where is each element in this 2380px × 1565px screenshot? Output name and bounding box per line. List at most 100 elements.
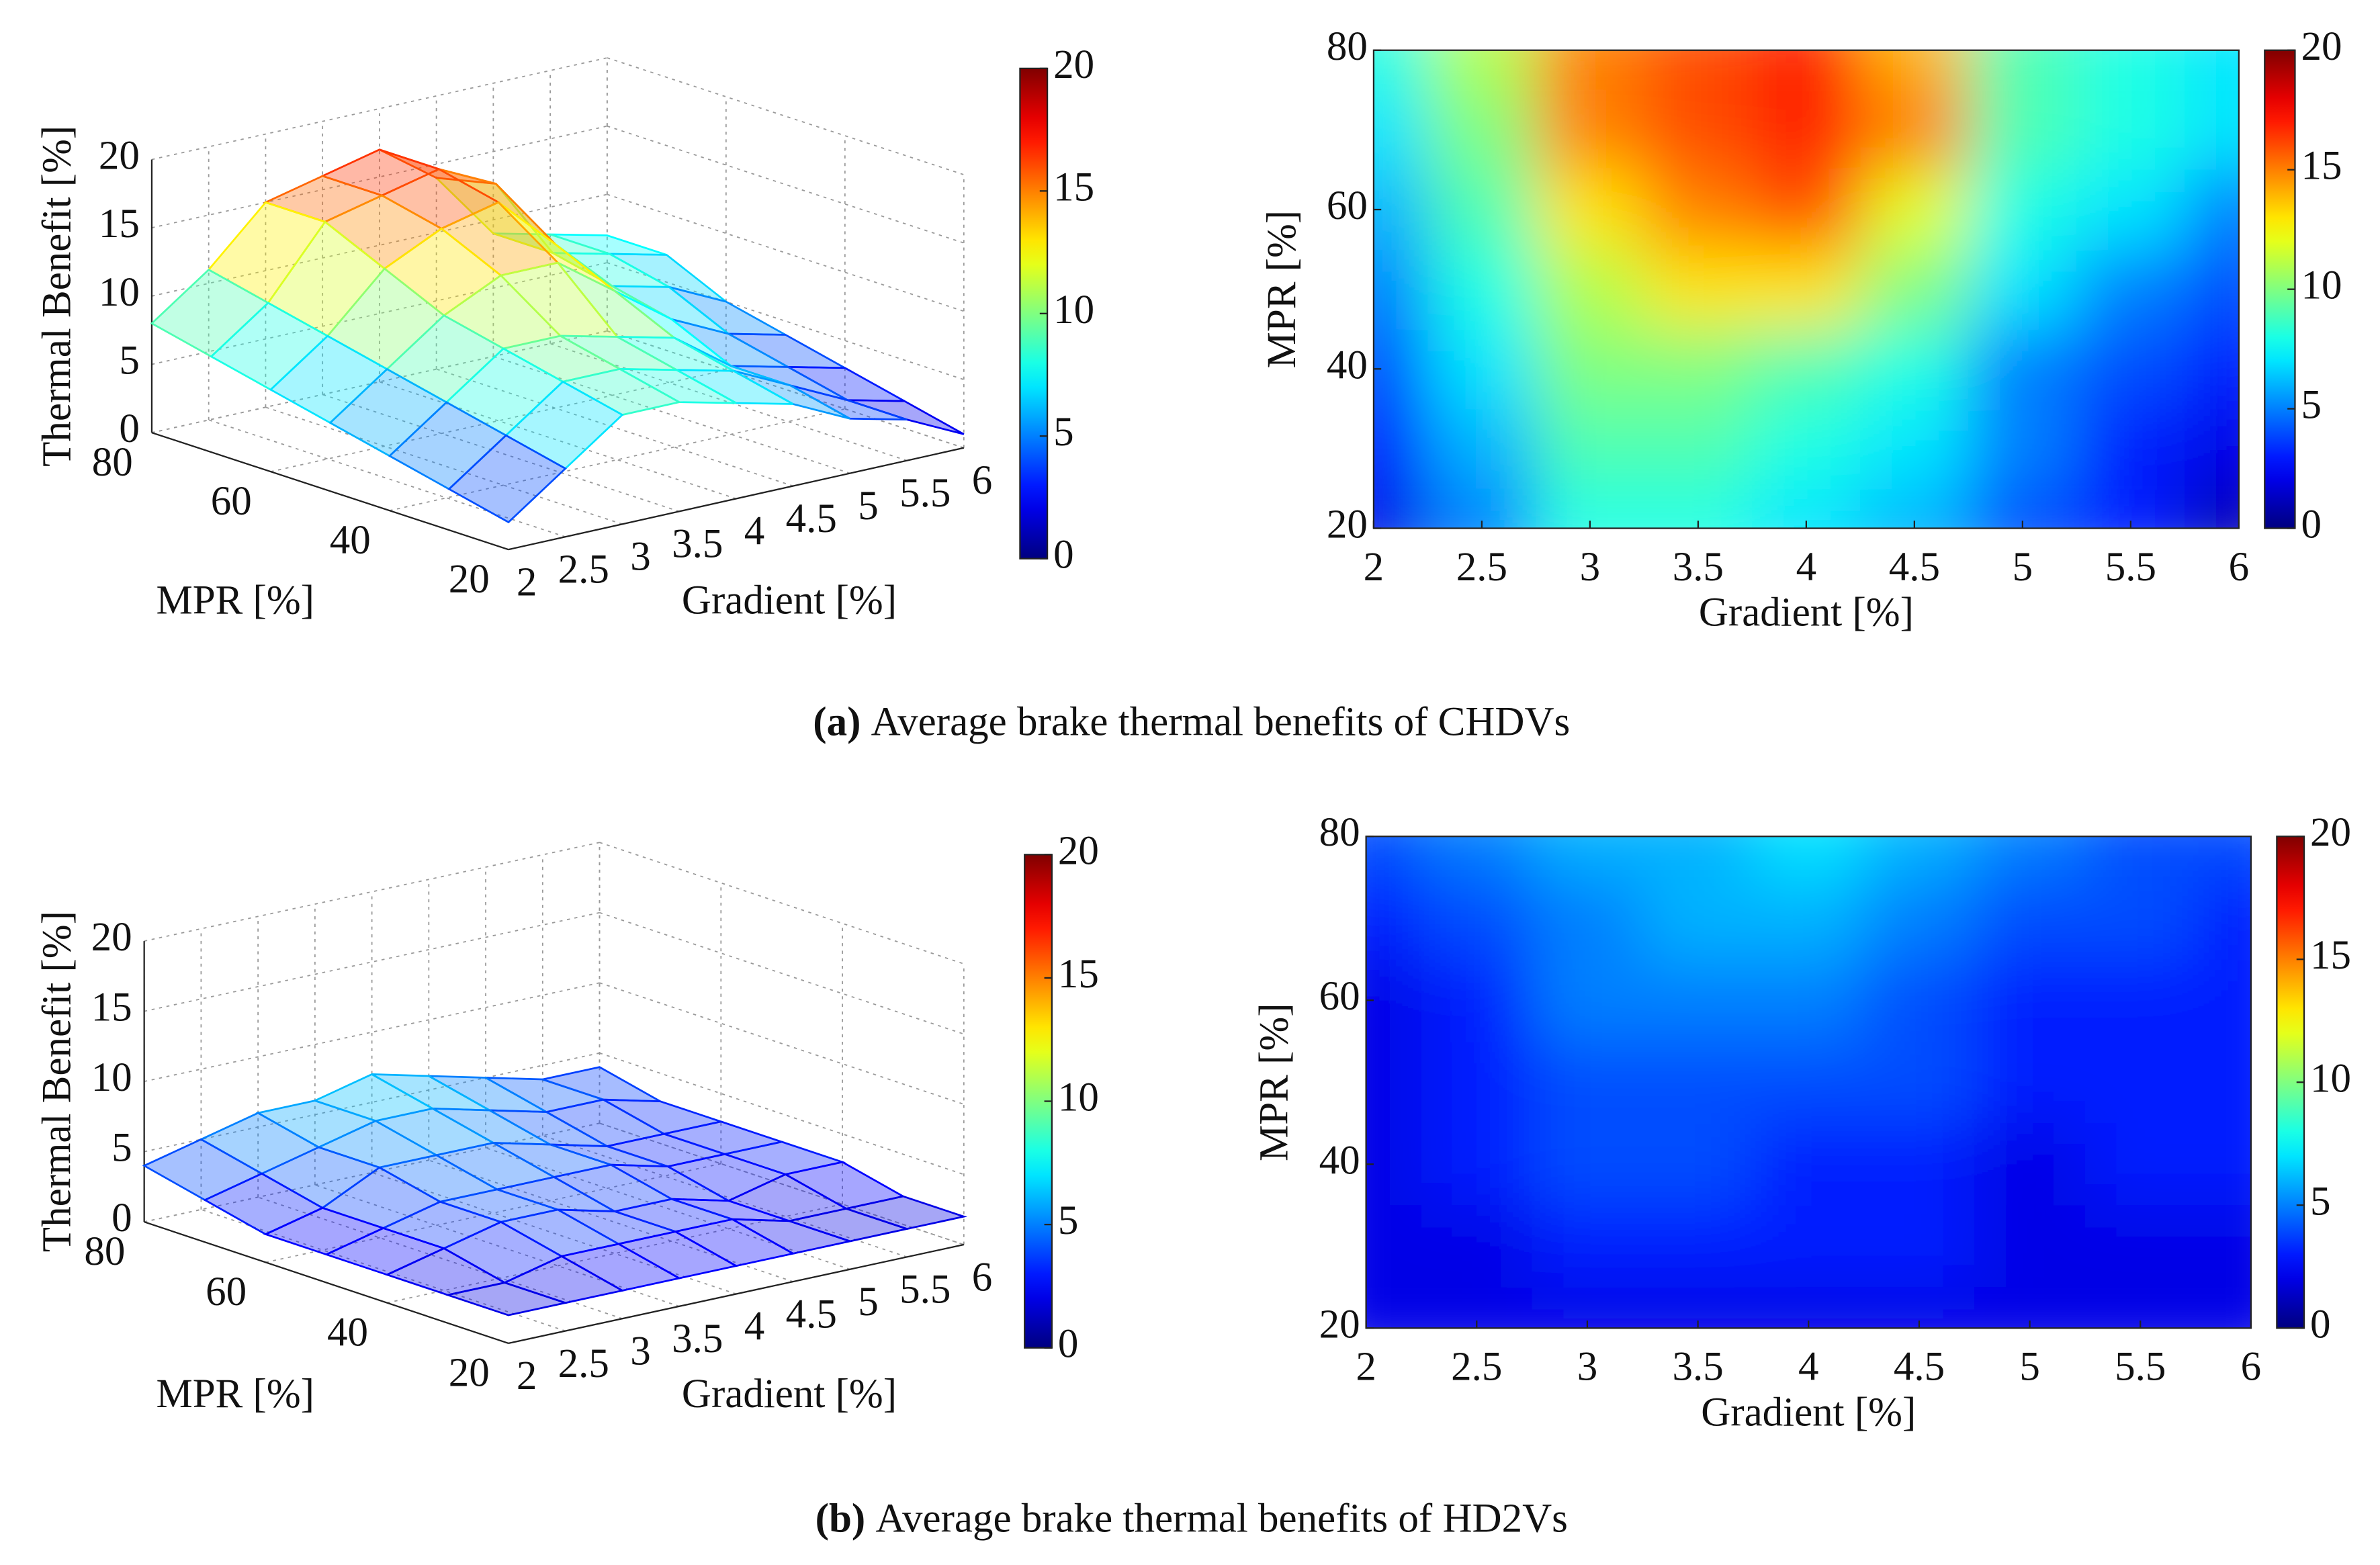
- caption-label: (b): [816, 1496, 866, 1541]
- heatmap-cell: [2185, 249, 2239, 329]
- grid-line: [599, 911, 965, 1035]
- y-tick-label: 80: [1319, 810, 1360, 855]
- heatmap-cell: [1968, 328, 2077, 409]
- heatmap-cell: [1752, 249, 1861, 329]
- z-axis-label: Thermal Benefit [%]: [34, 126, 79, 467]
- heatmap-cell: [1863, 1041, 1975, 1124]
- heatmap-cell: [2084, 877, 2196, 960]
- heatmap-cell: [1642, 1205, 1753, 1288]
- heatmap-cell: [1644, 169, 1753, 250]
- grid-line: [265, 406, 623, 525]
- heatmap-cell: [1421, 836, 1532, 878]
- heatmap-cell: [1536, 249, 1644, 329]
- grid-line: [429, 1159, 793, 1282]
- heatmap-cell: [2185, 408, 2239, 489]
- heatmap-cell: [1366, 959, 1421, 1042]
- heatmap-cell: [2185, 50, 2239, 91]
- x-tick-label: 4: [1798, 1345, 1819, 1390]
- y-tick-label: 60: [1319, 974, 1360, 1019]
- caption: (a) Average brake thermal benefits of CH…: [813, 699, 1570, 744]
- heatmap-cell: [2076, 249, 2185, 329]
- z-tick-label: 5: [112, 1126, 132, 1171]
- x-tick-label: 3.5: [672, 522, 723, 567]
- colorbar-tick-label: 10: [1053, 287, 1094, 332]
- heatmap-cell: [1753, 877, 1864, 960]
- heatmap-cell: [1373, 408, 1428, 489]
- heatmap-cell: [2076, 50, 2185, 91]
- y-tick-label: 20: [449, 557, 490, 602]
- heatmap-cell: [1421, 877, 1532, 960]
- heatmap-cell: [1974, 877, 2085, 960]
- heatmap-cell: [1752, 328, 1861, 409]
- y-tick-label: 20: [1327, 502, 1368, 547]
- z-tick-label: 20: [91, 915, 132, 960]
- heatmap-area: [1366, 836, 2251, 1329]
- grid-line: [485, 1147, 850, 1270]
- x-tick-label: 3: [1580, 545, 1601, 590]
- heatmap-cell: [1373, 50, 1428, 91]
- heatmap-cell: [1968, 50, 2077, 91]
- heatmap-cell: [1427, 328, 1536, 409]
- heatmap-cells: [1373, 50, 2239, 529]
- x-tick-label: 2: [517, 1353, 537, 1398]
- heatmap-cell: [1366, 1287, 1421, 1329]
- heatmap-cell: [1753, 1041, 1864, 1124]
- x-tick-label: 5: [858, 1280, 879, 1325]
- x-tick-label: 6: [2241, 1345, 2262, 1390]
- x-tick-label: 6: [972, 1255, 993, 1300]
- colorbar-tick-label: 20: [1058, 828, 1099, 873]
- heatmap-cell: [1536, 408, 1644, 489]
- heatmap-cell: [1642, 836, 1753, 878]
- heatmap-cell: [2195, 877, 2251, 960]
- grid-line: [599, 1052, 965, 1175]
- x-tick-label: 5.5: [899, 1267, 951, 1312]
- x-tick-label: 3: [1577, 1345, 1598, 1390]
- grid-line: [151, 330, 608, 434]
- x-tick-label: 5.5: [2115, 1345, 2166, 1390]
- heatmap-cell: [1968, 169, 2077, 250]
- heatmap-cell: [1532, 1041, 1643, 1124]
- z-tick-label: 0: [112, 1196, 132, 1241]
- heatmap-cell: [1860, 249, 1969, 329]
- heatmap-cell: [1860, 50, 1969, 91]
- y-tick-label: 20: [1319, 1302, 1360, 1347]
- heatmap-cell: [1644, 90, 1753, 170]
- heatmap-cell: [1532, 1123, 1643, 1206]
- heatmap-cell: [2084, 1205, 2196, 1288]
- x-axis-label: Gradient [%]: [682, 578, 897, 623]
- y-axis-label: MPR [%]: [1260, 210, 1305, 369]
- heatmap-cell: [1536, 328, 1644, 409]
- grid-line: [151, 193, 608, 297]
- heatmap-cell: [1366, 836, 1421, 878]
- colorbar-tick-label: 15: [1053, 165, 1094, 210]
- heatmap-cell: [1536, 50, 1644, 91]
- heatmap-cell: [1974, 1041, 2085, 1124]
- z-tick-label: 15: [91, 985, 132, 1030]
- y-tick-label: 40: [1319, 1138, 1360, 1183]
- grid-line: [144, 982, 600, 1083]
- x-tick-label: 2.5: [1451, 1345, 1502, 1390]
- colorbar-tick-label: 5: [2310, 1179, 2331, 1224]
- heatmap-cell: [1421, 1123, 1532, 1206]
- x-tick-label: 5: [2019, 1345, 2040, 1390]
- heatmap-cell: [1642, 877, 1753, 960]
- grid-line: [371, 1171, 737, 1295]
- heatmap-cell: [1373, 90, 1428, 170]
- caption-label: (a): [813, 699, 861, 744]
- heatmap-cell: [1968, 249, 2077, 329]
- x-axis-label: Gradient [%]: [1699, 590, 1914, 635]
- heatmap-cell: [1753, 959, 1864, 1042]
- y-tick-label: 60: [206, 1269, 247, 1314]
- z-tick-label: 0: [119, 406, 140, 451]
- heatmap-cell: [1421, 1041, 1532, 1124]
- x-tick-label: 2: [1356, 1345, 1376, 1390]
- heatmap-cell: [1968, 408, 2077, 489]
- heatmap-cell: [1427, 169, 1536, 250]
- colorbar-tick-label: 15: [2310, 933, 2351, 978]
- heatmap-cell: [2195, 836, 2251, 878]
- x-tick-label: 2.5: [1456, 545, 1507, 590]
- heatmap-cell: [2195, 959, 2251, 1042]
- grid-line: [208, 419, 566, 538]
